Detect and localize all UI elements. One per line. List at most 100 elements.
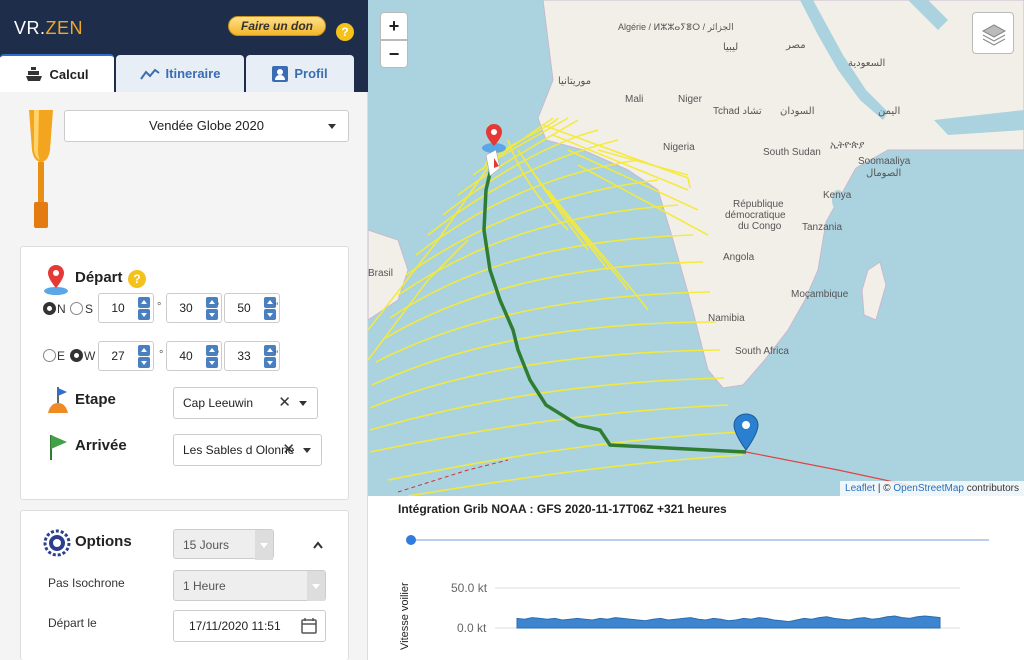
place-label: South Africa	[735, 346, 789, 357]
radio-west-label: W	[84, 349, 96, 363]
attribution-separator: | ©	[875, 483, 894, 494]
speed-chart	[495, 587, 960, 629]
lon-degrees-stepper[interactable]: 27	[98, 341, 154, 371]
calendar-icon[interactable]	[301, 618, 317, 634]
options-card: Options 15 Jours Pas Isochrone 1 Heure D…	[20, 510, 349, 660]
place-label: démocratique	[725, 210, 786, 221]
second-unit: ''	[274, 349, 279, 361]
map-attribution: Leaflet | © OpenStreetMap contributors	[840, 481, 1024, 496]
place-label: موريتانيا	[558, 76, 592, 87]
minute-unit: '	[217, 301, 220, 313]
lat-seconds-stepper[interactable]: 50	[224, 293, 280, 323]
place-label: Soomaaliya	[858, 156, 911, 167]
help-icon[interactable]: ?	[336, 23, 354, 41]
start-pin-icon[interactable]	[482, 124, 506, 177]
radio-north[interactable]	[43, 302, 56, 315]
isochrone-label: Pas Isochrone	[48, 576, 125, 590]
radio-south-label: S	[85, 302, 94, 316]
place-label: South Sudan	[763, 147, 821, 158]
help-icon[interactable]: ?	[128, 270, 146, 288]
place-label: السعودية	[848, 58, 886, 69]
donate-button[interactable]: Faire un don	[228, 16, 326, 36]
place-label: ኢትዮጵያ	[830, 140, 865, 151]
boat-icon	[26, 67, 43, 81]
stage-select[interactable]: Cap Leeuwin ✕	[173, 387, 318, 419]
logo: VR.ZEN	[14, 18, 84, 38]
place-label: Angola	[723, 252, 755, 263]
place-label: Tanzania	[802, 222, 843, 233]
stage-title: Etape	[75, 391, 116, 408]
buoy-flag-icon	[48, 387, 68, 413]
place-label: Algérie / ⵍⵣⵣⴰⵢⴻⵔ / الجزائر	[618, 22, 734, 32]
place-label: Namibia	[708, 313, 745, 324]
place-label: Tchad تشاد	[713, 106, 762, 117]
tab-itineraire-label: Itineraire	[165, 66, 221, 81]
place-label: République	[733, 199, 784, 210]
degree-unit: °	[157, 301, 162, 313]
radio-east[interactable]	[43, 349, 56, 362]
end-pin-icon[interactable]	[733, 413, 759, 451]
time-slider-track[interactable]	[411, 539, 989, 541]
radio-south[interactable]	[70, 302, 83, 315]
place-label: du Congo	[738, 221, 782, 232]
place-label: السودان	[780, 106, 815, 117]
trophy-icon	[29, 110, 53, 228]
gear-icon	[43, 529, 71, 557]
place-label: ليبيا	[723, 42, 739, 53]
tab-profil[interactable]: Profil	[246, 55, 354, 92]
place-label: اليمن	[878, 106, 901, 117]
departure-title: Départ	[75, 269, 123, 286]
place-label: Kenya	[823, 190, 852, 201]
clear-icon[interactable]: ✕	[282, 441, 295, 458]
map-canvas[interactable]	[368, 0, 1024, 496]
place-label: Mali	[625, 94, 644, 105]
y-tick-label: 50.0 kt	[451, 581, 488, 595]
lat-degrees-stepper[interactable]: 10	[98, 293, 154, 323]
radio-north-label: N	[57, 302, 66, 316]
user-card-icon	[272, 65, 289, 82]
lon-minutes-stepper[interactable]: 40	[166, 341, 222, 371]
zoom-in-button[interactable]: +	[380, 12, 408, 40]
degree-unit: °	[159, 349, 164, 361]
speed-axis-label: Vitesse voilier	[399, 582, 411, 650]
zoom-out-button[interactable]: −	[380, 40, 408, 68]
grib-info: Intégration Grib NOAA : GFS 2020-11-17T0…	[398, 502, 727, 516]
options-title: Options	[75, 533, 132, 550]
place-label: Nigeria	[663, 142, 695, 153]
tab-calcul-label: Calcul	[49, 66, 89, 82]
days-select[interactable]: 15 Jours	[173, 529, 274, 560]
osm-link[interactable]: OpenStreetMap	[893, 483, 964, 494]
place-label: الصومال	[866, 168, 902, 179]
time-slider-handle[interactable]	[406, 535, 416, 545]
race-select[interactable]: Vendée Globe 2020	[64, 110, 349, 142]
lon-seconds-stepper[interactable]: 33	[224, 341, 280, 371]
place-label: Brasil	[368, 268, 394, 279]
lat-minutes-stepper[interactable]: 30	[166, 293, 222, 323]
clear-icon[interactable]: ✕	[278, 394, 291, 411]
depart-date-input[interactable]: 17/11/2020 11:51	[173, 610, 326, 642]
radio-west[interactable]	[70, 349, 83, 362]
attribution-tail: contributors	[963, 483, 1019, 494]
arrival-select[interactable]: Les Sables d Olonne ✕	[173, 434, 322, 466]
y-tick-label: 0.0 kt	[457, 621, 487, 635]
place-label: Moçambique	[791, 289, 849, 300]
route-card: Départ ? N S 10 ° 30 ' 50 '' E W 27 ° 40…	[20, 246, 349, 500]
place-label: مصر	[786, 40, 806, 51]
isochrone-select[interactable]: 1 Heure	[173, 570, 326, 601]
speed-area	[516, 615, 941, 629]
tab-calcul[interactable]: Calcul	[0, 54, 114, 92]
layers-button[interactable]	[972, 12, 1014, 54]
tab-profil-label: Profil	[294, 66, 328, 81]
layers-icon	[981, 24, 1007, 46]
green-flag-icon	[50, 435, 67, 460]
second-unit: ''	[274, 301, 279, 313]
leaflet-link[interactable]: Leaflet	[845, 483, 876, 494]
left-panel: VR.ZEN Faire un don ? Calcul Itineraire …	[0, 0, 368, 660]
chevron-up-icon[interactable]	[313, 541, 323, 549]
arrival-title: Arrivée	[75, 437, 127, 454]
trend-icon	[139, 68, 160, 80]
minute-unit: '	[217, 349, 220, 361]
tab-itineraire[interactable]: Itineraire	[116, 55, 244, 92]
place-label: Niger	[678, 94, 702, 105]
route-map[interactable]: Algérie / ⵍⵣⵣⴰⵢⴻⵔ / الجزائر ليبيا مصر Ma…	[368, 0, 1024, 496]
